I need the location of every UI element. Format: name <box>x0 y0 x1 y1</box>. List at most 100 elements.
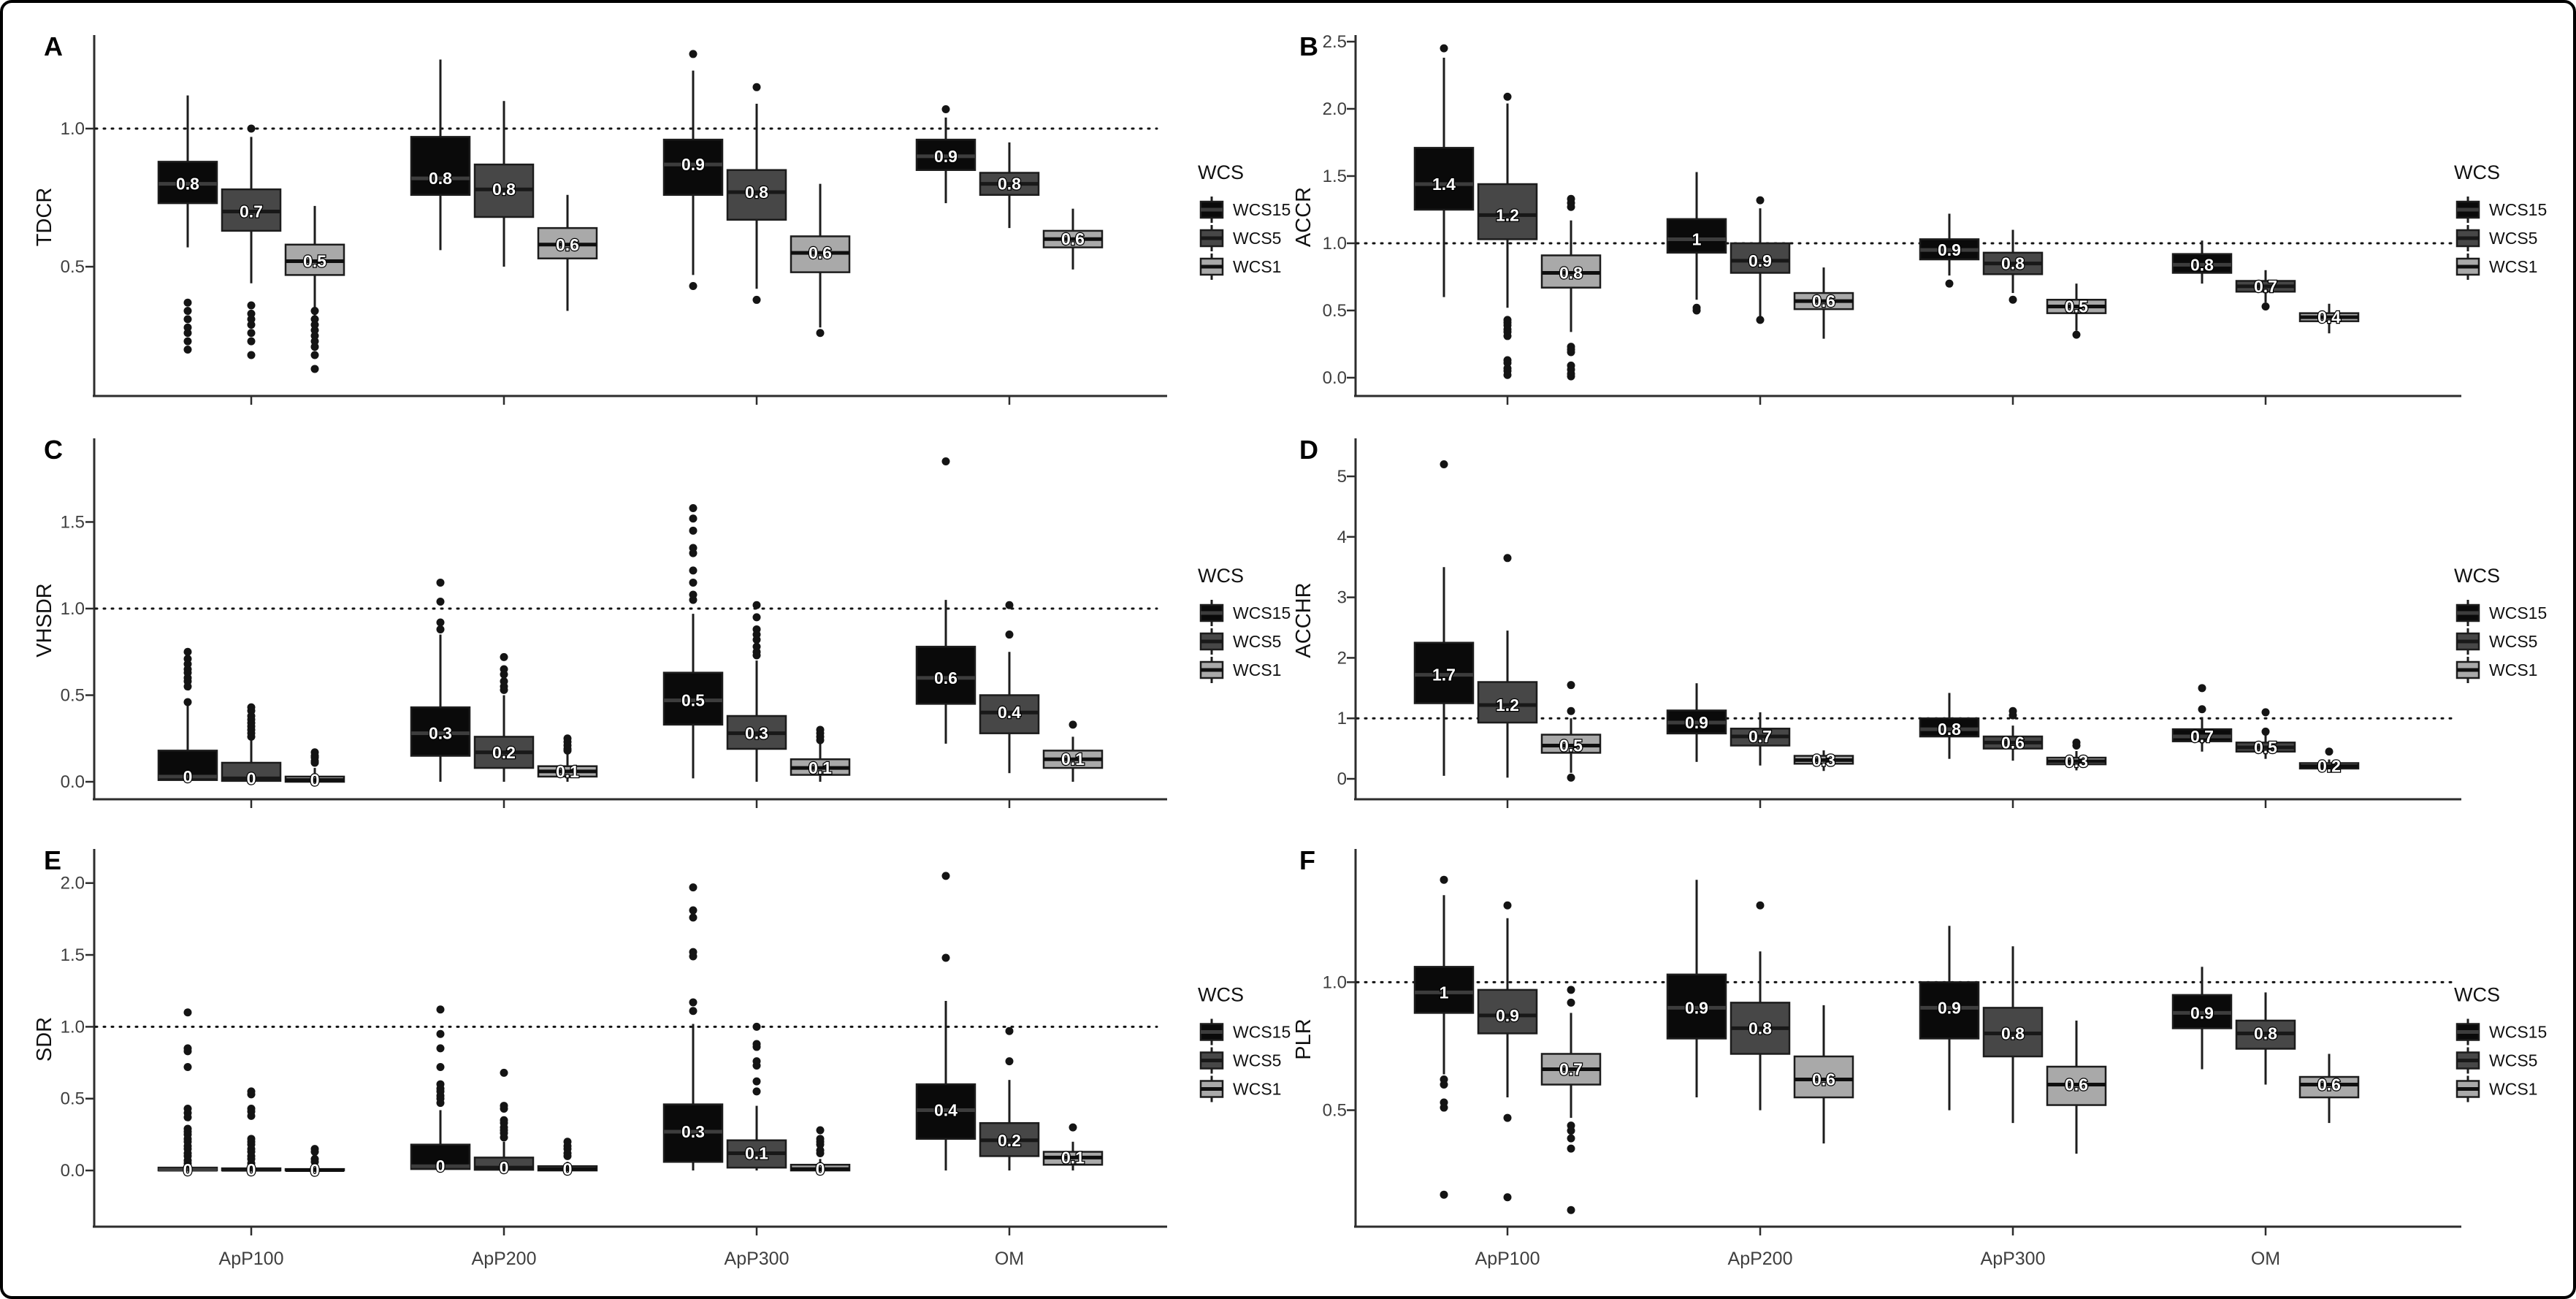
y-tick-label: 0.0 <box>1323 368 1347 388</box>
box-WCS1: 0.6 <box>1793 1005 1854 1144</box>
outlier-point <box>310 343 319 351</box>
median-value-label: 0.8 <box>998 175 1021 194</box>
box-WCS5: 0.6 <box>1982 706 2044 761</box>
median-value-label: 0 <box>816 1159 825 1178</box>
y-axis-label: PLR <box>1292 1018 1315 1059</box>
legend-item-label: WCS5 <box>1233 229 1281 248</box>
box-WCS5: 0.7 <box>1730 712 1791 766</box>
outlier-point <box>2198 705 2206 714</box>
legend-item-WCS15: WCS15 <box>1199 1018 1291 1045</box>
outlier-point <box>1567 998 1575 1007</box>
median-value-label: 0.9 <box>2190 1003 2214 1022</box>
panel-A: A TDCR 1.0 0.5 0.8 0.7 0.5 0.8 0.8 0.6 0.9 0.8 0.6 0.… <box>33 31 1291 405</box>
outlier-point <box>1567 202 1575 211</box>
legend-item-label: WCS15 <box>2489 200 2547 219</box>
median-value-label: 0.6 <box>1812 292 1835 311</box>
outlier-point <box>183 1047 192 1056</box>
box-WCS1: 0.6 <box>2046 1020 2107 1154</box>
outlier-point <box>689 906 697 915</box>
outlier-point <box>183 323 192 332</box>
outlier-point <box>247 1111 256 1120</box>
outlier-point <box>1567 681 1575 690</box>
panel-letter: B <box>1299 31 1318 61</box>
outlier-point <box>1567 986 1575 994</box>
outlier-point <box>247 124 256 133</box>
y-tick-label: 0.5 <box>1323 301 1347 321</box>
outlier-point <box>1440 875 1448 884</box>
legend-item-label: WCS5 <box>1233 1051 1281 1070</box>
box-WCS5: 0.8 <box>979 142 1040 229</box>
legend-item-label: WCS1 <box>1233 660 1281 679</box>
y-tick-label: 0.5 <box>1323 1101 1347 1121</box>
legend-item-label: WCS15 <box>2489 1023 2547 1042</box>
outlier-point <box>1503 1113 1512 1122</box>
outlier-point <box>2072 330 2081 339</box>
box-WCS1: 0.3 <box>1793 750 1854 772</box>
outlier-point <box>247 315 256 324</box>
y-tick-label: 1.5 <box>1323 167 1347 186</box>
box-WCS5: 0.4 <box>979 601 1040 774</box>
median-value-label: 0.3 <box>745 724 768 743</box>
y-tick-label: 0.0 <box>61 772 85 792</box>
outlier-point <box>436 1062 445 1071</box>
outlier-point <box>1567 773 1575 782</box>
panel-F: F PLR 1.0 0.5 ApP100 1 0.9 0.7 ApP200 0.9 0.8 0.6 Ap… <box>1292 845 2547 1269</box>
box-WCS15: 0.9 <box>1919 926 1980 1111</box>
y-tick-label: 1.0 <box>1323 972 1347 992</box>
outlier-point <box>1567 1144 1575 1153</box>
iqr-box <box>1477 988 1538 1035</box>
median-value-label: 0.7 <box>1748 727 1772 746</box>
y-tick-label: 1.0 <box>61 1017 85 1037</box>
outlier-point <box>689 504 697 513</box>
median-value-label: 0.8 <box>1748 1018 1772 1037</box>
y-tick-label: 1.0 <box>61 599 85 619</box>
outlier-point <box>1440 44 1448 53</box>
box-WCS5: 0.8 <box>1982 229 2044 304</box>
outlier-point <box>1567 1127 1575 1135</box>
box-WCS1: 0.1 <box>537 734 598 782</box>
outlier-point <box>752 636 761 644</box>
outlier-point <box>689 566 697 575</box>
median-value-label: 0.1 <box>745 1143 768 1162</box>
box-WCS5: 0.2 <box>979 1026 1040 1171</box>
outlier-point <box>1503 901 1512 910</box>
outlier-point <box>2261 708 2270 717</box>
outlier-point <box>1756 901 1765 910</box>
outlier-point <box>2009 295 2017 304</box>
box-WCS1: 0.3 <box>2046 738 2107 772</box>
outlier-point <box>689 883 697 892</box>
legend: WCS WCS15 WCS5 WCS1 <box>1198 984 1291 1102</box>
box-WCS1: 0 <box>790 1126 851 1179</box>
outlier-point <box>436 1029 445 1038</box>
outlier-point <box>247 301 256 310</box>
x-category-label: ApP300 <box>725 1249 790 1269</box>
box-WCS1: 0.2 <box>2298 747 2360 777</box>
legend-item-WCS1: WCS1 <box>1199 657 1281 683</box>
box-WCS15: 0.3 <box>662 883 724 1171</box>
box-WCS5: 0 <box>221 703 282 789</box>
legend-item-label: WCS15 <box>1233 603 1291 622</box>
median-value-label: 0.8 <box>2190 255 2214 274</box>
outlier-point <box>436 1044 445 1053</box>
median-value-label: 0.2 <box>2317 757 2341 776</box>
outlier-point <box>436 598 445 606</box>
box-WCS15: 0.8 <box>157 95 218 354</box>
legend-item-WCS1: WCS1 <box>2455 657 2537 683</box>
box-WCS1: 0.4 <box>2298 303 2360 334</box>
median-value-label: 0.5 <box>2065 297 2088 316</box>
outlier-point <box>1567 348 1575 357</box>
median-value-label: 0.7 <box>2254 277 2277 296</box>
outlier-point <box>1945 279 1954 288</box>
box-WCS15: 0.5 <box>662 504 724 779</box>
median-value-label: 1.4 <box>1432 175 1456 194</box>
median-value-label: 0 <box>436 1157 446 1176</box>
outlier-point <box>1567 706 1575 715</box>
box-WCS1: 0.6 <box>790 183 851 338</box>
median-value-label: 0.6 <box>2001 733 2025 752</box>
outlier-point <box>941 953 950 962</box>
outlier-point <box>310 332 319 340</box>
box-WCS1: 0.7 <box>1540 986 1602 1214</box>
outlier-point <box>689 998 697 1007</box>
median-value-label: 0.3 <box>2065 752 2088 771</box>
